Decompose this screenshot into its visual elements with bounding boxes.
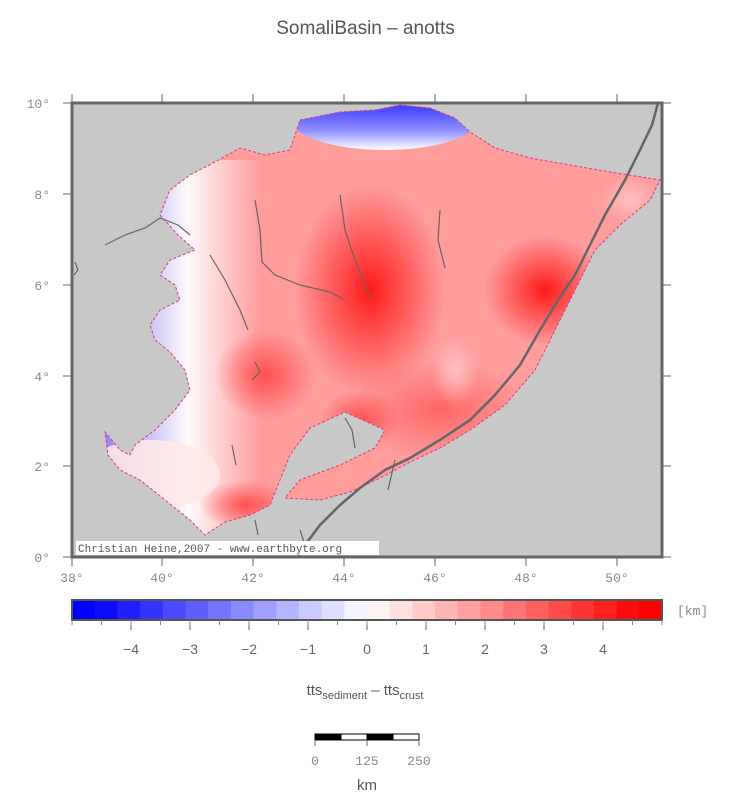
colorbar-cell: [503, 600, 527, 620]
lon-label: 46°: [423, 571, 446, 586]
scale-label: 125: [355, 754, 378, 769]
colorbar-cell: [412, 600, 436, 620]
colorbar-tick-label: −2: [241, 641, 257, 657]
colorbar-cell: [344, 600, 368, 620]
lon-label: 44°: [332, 571, 355, 586]
colorbar-cell: [593, 600, 618, 620]
label-sub2: crust: [400, 690, 424, 702]
colorbar-cell: [571, 600, 595, 620]
colorbar-tick-label: −1: [300, 641, 316, 657]
colorbar-cell: [298, 600, 323, 620]
label-term1: tts: [307, 682, 323, 699]
colorbar-cell: [389, 600, 413, 620]
colorbar-tick-label: 0: [363, 641, 371, 657]
colorbar-tick-label: −4: [123, 641, 139, 657]
lat-label: 10°: [27, 97, 50, 112]
colorbar-cell: [321, 600, 345, 620]
colorbar-cell: [253, 600, 277, 620]
colorbar-cell: [435, 600, 459, 620]
coastline: [296, 103, 660, 557]
colorbar-tick-label: −3: [182, 641, 198, 657]
scale-label: 0: [311, 754, 319, 769]
colorbar-cell: [480, 600, 504, 620]
colorbar-cell: [525, 600, 550, 620]
colorbar-cell: [162, 600, 186, 620]
scale-label: 250: [407, 754, 430, 769]
colorbar-cell: [140, 600, 164, 620]
scale-bar: [314, 733, 420, 746]
colorbar-cell: [185, 600, 209, 620]
colorbar-cell: [230, 600, 255, 620]
colorbar-cell: [276, 600, 300, 620]
colorbar-label: ttssediment – ttscrust: [307, 682, 424, 702]
colorbar-ticks: −4 −3 −2 −1 0 1 2 3 4: [71, 620, 663, 657]
lon-label: 48°: [514, 571, 537, 586]
colorbar-tick-label: 2: [481, 641, 489, 657]
colorbar-cell: [457, 600, 481, 620]
rivers: [73, 194, 446, 546]
lat-label: 6°: [34, 279, 50, 294]
lon-label: 50°: [605, 571, 628, 586]
colorbar-cell: [72, 600, 96, 620]
colorbar-tick-label: 1: [422, 641, 430, 657]
axis-ticks: [63, 94, 671, 566]
label-term2: tts: [384, 682, 400, 699]
label-sub1: sediment: [322, 690, 367, 702]
colorbar-tick-label: 4: [599, 641, 607, 657]
credit-box: [76, 541, 379, 555]
colorbar-cell: [548, 600, 572, 620]
colorbar: [72, 600, 663, 620]
colorbar-cell: [616, 600, 640, 620]
lat-label: 8°: [34, 188, 50, 203]
map-frame: [70, 101, 664, 559]
lat-label: 2°: [34, 460, 50, 475]
colorbar-tick-label: 3: [540, 641, 548, 657]
lat-label: 4°: [34, 370, 50, 385]
lon-label: 40°: [150, 571, 173, 586]
colorbar-cell: [639, 600, 663, 620]
figure-title: SomaliBasin – anotts: [276, 18, 455, 39]
lon-label: 38°: [60, 571, 83, 586]
colorbar-cell: [94, 600, 118, 620]
colorbar-cell: [208, 600, 232, 620]
colorbar-unit: [km]: [677, 604, 708, 619]
label-dash: –: [367, 682, 384, 699]
credit-text: Christian Heine,2007 - www.earthbyte.org: [78, 544, 342, 556]
anomaly-field: [105, 105, 660, 535]
scale-unit: km: [357, 777, 377, 794]
lon-label: 42°: [241, 571, 264, 586]
basin-outline: [104, 104, 661, 536]
lat-label: 0°: [34, 551, 50, 566]
colorbar-cell: [367, 600, 391, 620]
colorbar-cell: [117, 600, 141, 620]
